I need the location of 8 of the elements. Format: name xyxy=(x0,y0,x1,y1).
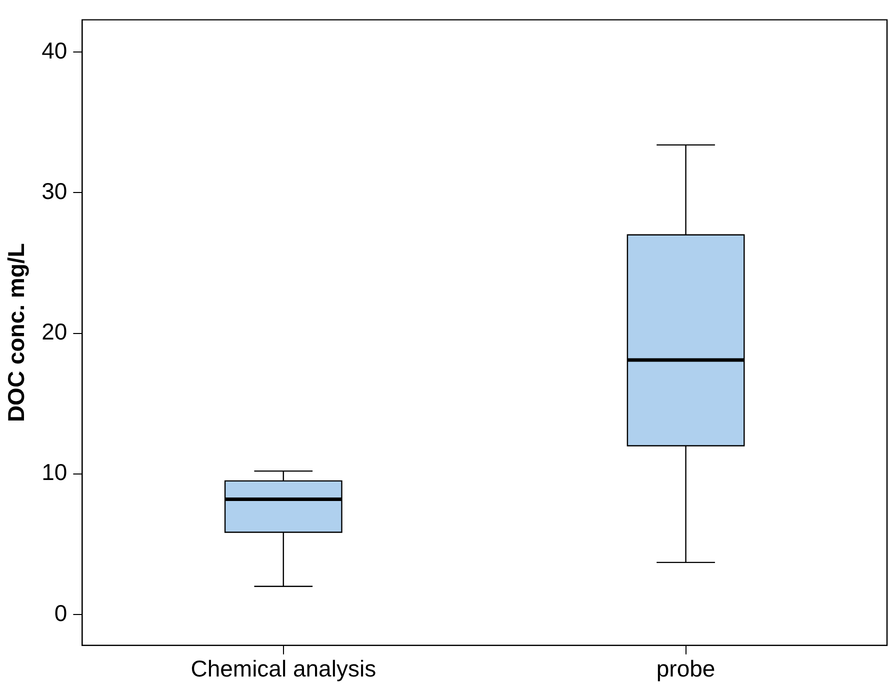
x-tick-label: Chemical analysis xyxy=(190,656,376,682)
y-tick-label: 30 xyxy=(42,178,68,204)
y-tick-label: 20 xyxy=(42,318,68,345)
y-tick-label: 10 xyxy=(42,459,68,486)
y-tick-label: 0 xyxy=(54,600,68,626)
x-tick-label: probe xyxy=(656,656,716,682)
y-axis-title: DOC conc. mg/L xyxy=(3,243,30,422)
y-tick-label: 40 xyxy=(42,37,68,64)
